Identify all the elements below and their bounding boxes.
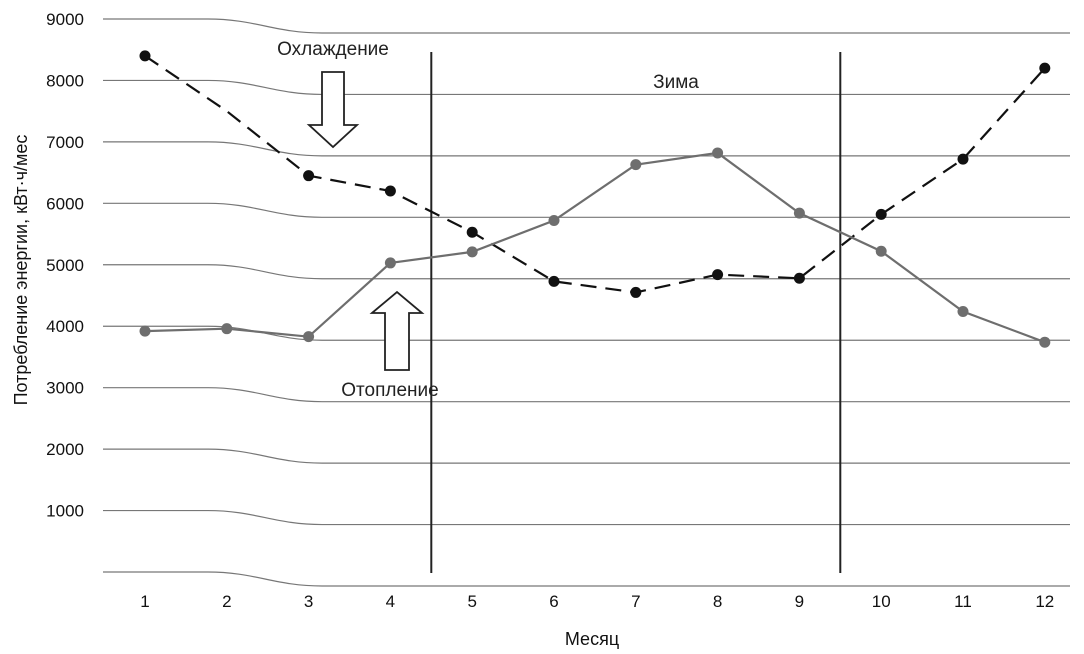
data-point bbox=[139, 325, 151, 337]
data-point bbox=[875, 208, 887, 220]
y-tick-label: 9000 bbox=[46, 10, 84, 29]
x-tick-label: 4 bbox=[386, 592, 395, 611]
gridline bbox=[103, 387, 1070, 403]
x-axis-label: Месяц bbox=[565, 629, 619, 649]
winter-boundaries bbox=[430, 52, 842, 573]
data-point bbox=[303, 170, 315, 182]
x-tick-label: 5 bbox=[467, 592, 476, 611]
y-tick-label: 7000 bbox=[46, 133, 84, 152]
y-axis-ticks: 1000 2000 3000 4000 5000 6000 7000 8000 9000 bbox=[46, 10, 84, 521]
gridline bbox=[103, 448, 1070, 464]
series-line bbox=[144, 151, 1046, 344]
x-tick-label: 2 bbox=[222, 592, 231, 611]
data-point bbox=[712, 269, 724, 281]
x-tick-label: 8 bbox=[713, 592, 722, 611]
x-tick-label: 1 bbox=[140, 592, 149, 611]
data-point bbox=[875, 245, 887, 257]
data-point bbox=[548, 275, 560, 287]
data-point bbox=[630, 286, 642, 298]
up-arrow-icon bbox=[369, 290, 425, 371]
y-tick-label: 5000 bbox=[46, 256, 84, 275]
series-line bbox=[144, 54, 1046, 294]
y-axis-label: Потребление энергии, кВт·ч/мес bbox=[11, 135, 31, 406]
cooling-annotation: Охлаждение bbox=[277, 39, 389, 60]
data-point bbox=[221, 323, 233, 335]
data-point bbox=[384, 185, 396, 197]
x-tick-label: 7 bbox=[631, 592, 640, 611]
data-point bbox=[139, 50, 151, 62]
data-point bbox=[548, 215, 560, 227]
x-axis-ticks: 1 2 3 4 5 6 7 8 9 10 11 12 bbox=[140, 592, 1054, 611]
data-point bbox=[466, 226, 478, 238]
heating-annotation: Отопление bbox=[341, 380, 438, 401]
series-group bbox=[139, 50, 1051, 348]
gridline bbox=[103, 79, 1070, 96]
data-point bbox=[303, 331, 315, 343]
y-tick-label: 8000 bbox=[46, 71, 84, 90]
x-tick-label: 9 bbox=[795, 592, 804, 611]
x-tick-label: 3 bbox=[304, 592, 313, 611]
data-point bbox=[712, 147, 724, 159]
x-tick-label: 10 bbox=[872, 592, 891, 611]
gridline bbox=[103, 325, 1070, 341]
gridlines bbox=[103, 18, 1070, 587]
data-point bbox=[957, 305, 969, 317]
x-tick-label: 6 bbox=[549, 592, 558, 611]
data-point bbox=[957, 153, 969, 165]
x-tick-label: 11 bbox=[954, 592, 972, 611]
winter-annotation: Зима bbox=[653, 72, 699, 93]
gridline bbox=[103, 202, 1070, 218]
data-point bbox=[466, 246, 478, 258]
y-tick-label: 3000 bbox=[46, 379, 84, 398]
gridline bbox=[103, 571, 1070, 587]
y-tick-label: 1000 bbox=[46, 502, 84, 521]
data-point bbox=[793, 272, 805, 284]
data-point bbox=[384, 257, 396, 269]
data-point bbox=[630, 159, 642, 171]
gridline bbox=[103, 18, 1070, 34]
y-tick-label: 2000 bbox=[46, 440, 84, 459]
data-point bbox=[1039, 336, 1051, 348]
y-tick-label: 4000 bbox=[46, 317, 84, 336]
gridline bbox=[103, 264, 1070, 280]
x-tick-label: 12 bbox=[1035, 592, 1054, 611]
data-point bbox=[793, 207, 805, 219]
down-arrow-icon bbox=[306, 71, 360, 149]
data-point bbox=[1039, 62, 1051, 74]
gridline bbox=[103, 141, 1070, 157]
y-tick-label: 6000 bbox=[46, 194, 84, 213]
gridline bbox=[103, 509, 1070, 526]
